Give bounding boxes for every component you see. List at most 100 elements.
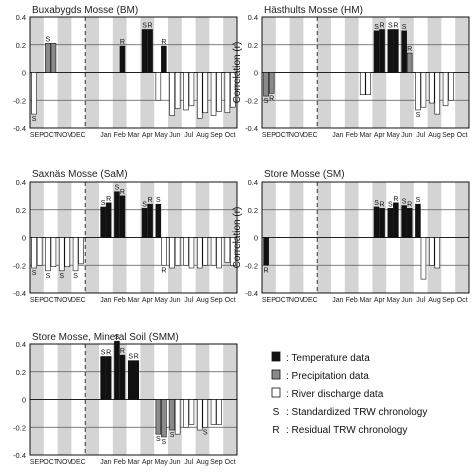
bar-label: S [115, 185, 120, 192]
legend-swatch [271, 369, 281, 380]
x-tick-label: Jul [416, 297, 425, 304]
bar-label: R [380, 22, 385, 29]
y-tick-label: -0.2 [245, 96, 258, 105]
x-tick-label: Aug [196, 297, 209, 304]
bar-label: R [120, 348, 125, 355]
bar-label: S [374, 24, 379, 31]
x-tick-label: SEP [30, 132, 44, 139]
bar [188, 72, 195, 107]
bar [210, 72, 217, 116]
bar [45, 43, 51, 73]
x-tick-label: May [154, 297, 168, 304]
x-tick-label: Jan [100, 297, 111, 304]
y-tick-label: -0.4 [245, 124, 258, 133]
bar [161, 45, 167, 73]
bar-label: S [374, 200, 379, 207]
bar [415, 203, 421, 238]
x-tick-label: Oct [225, 297, 236, 304]
y-tick-label: -0.2 [13, 261, 26, 270]
x-tick-label: Oct [457, 297, 468, 304]
bar [50, 43, 57, 73]
bar [434, 72, 441, 115]
bar-label: S [416, 197, 421, 204]
bar-label: R [120, 39, 125, 46]
bar [230, 72, 236, 108]
bar-label: S [115, 334, 120, 341]
bar [359, 72, 366, 96]
x-tick-label: Sep [210, 297, 223, 304]
bar [64, 237, 71, 267]
bar [420, 72, 427, 108]
bar-label: R [134, 354, 139, 361]
x-tick-label: May [386, 132, 400, 139]
bar-label: R [264, 267, 269, 274]
y-tick-label: 0.2 [248, 41, 258, 50]
bar [202, 399, 209, 428]
bar-label: R [393, 22, 398, 29]
bar [147, 29, 153, 73]
x-tick-label: DEC [303, 297, 318, 304]
y-tick-label: 0.2 [16, 206, 26, 215]
x-tick-label: Aug [196, 132, 209, 139]
bar [216, 72, 222, 112]
legend-label: : Temperature data [286, 353, 370, 364]
bar [216, 399, 222, 425]
legend-label: : River discharge data [286, 389, 384, 400]
x-tick-label: OCT [43, 297, 59, 304]
bar [387, 29, 394, 73]
x-tick-label: Oct [457, 132, 468, 139]
x-tick-label: SEP [30, 459, 44, 466]
x-tick-label: Apr [142, 132, 154, 139]
y-tick-label: 0 [254, 69, 258, 78]
plot-frame [261, 16, 470, 129]
bar-label: R [106, 196, 111, 203]
bar [58, 237, 65, 272]
bar [78, 237, 84, 265]
bar-label: R [161, 267, 166, 274]
x-tick-label: OCT [275, 132, 291, 139]
bar [183, 72, 189, 111]
bar-label: S [203, 429, 208, 436]
bar-label: S [416, 112, 421, 119]
bar-label: S [142, 201, 147, 208]
x-tick-label: Feb [346, 297, 358, 304]
x-tick-label: Jan [100, 132, 111, 139]
bar-label: R [380, 201, 385, 208]
bar [188, 237, 195, 269]
bar-label: S [32, 116, 37, 123]
bar [387, 208, 394, 238]
y-tick-label: 0.2 [16, 368, 26, 377]
bar [155, 399, 162, 435]
bar [169, 399, 175, 431]
y-tick-label: 0.2 [16, 41, 26, 50]
panel-title: Saxnäs Mosse (SaM) [32, 169, 128, 180]
bar [141, 208, 148, 238]
bar [401, 30, 407, 73]
x-tick-label: Oct [225, 459, 236, 466]
bar [202, 72, 209, 114]
bar [127, 360, 134, 400]
bar [72, 237, 79, 272]
x-tick-label: Oct [225, 132, 236, 139]
x-tick-label: Jun [401, 297, 412, 304]
bar-label: S [162, 439, 167, 446]
bar [119, 45, 126, 73]
x-tick-label: Mar [127, 459, 140, 466]
bar [373, 206, 380, 238]
plot-frame [29, 343, 238, 456]
bar [147, 203, 153, 238]
x-tick-label: NOV [57, 132, 73, 139]
bar [428, 72, 435, 104]
bar-label: R [148, 197, 153, 204]
bar [105, 356, 112, 400]
bar [174, 399, 181, 435]
bar-label: S [156, 436, 161, 443]
x-tick-label: Jun [169, 459, 180, 466]
x-tick-label: Jan [100, 459, 111, 466]
y-tick-label: 0.2 [248, 206, 258, 215]
x-tick-label: DEC [71, 132, 86, 139]
x-tick-label: Feb [114, 297, 126, 304]
bar [224, 237, 231, 263]
bar-label: R [269, 95, 274, 102]
